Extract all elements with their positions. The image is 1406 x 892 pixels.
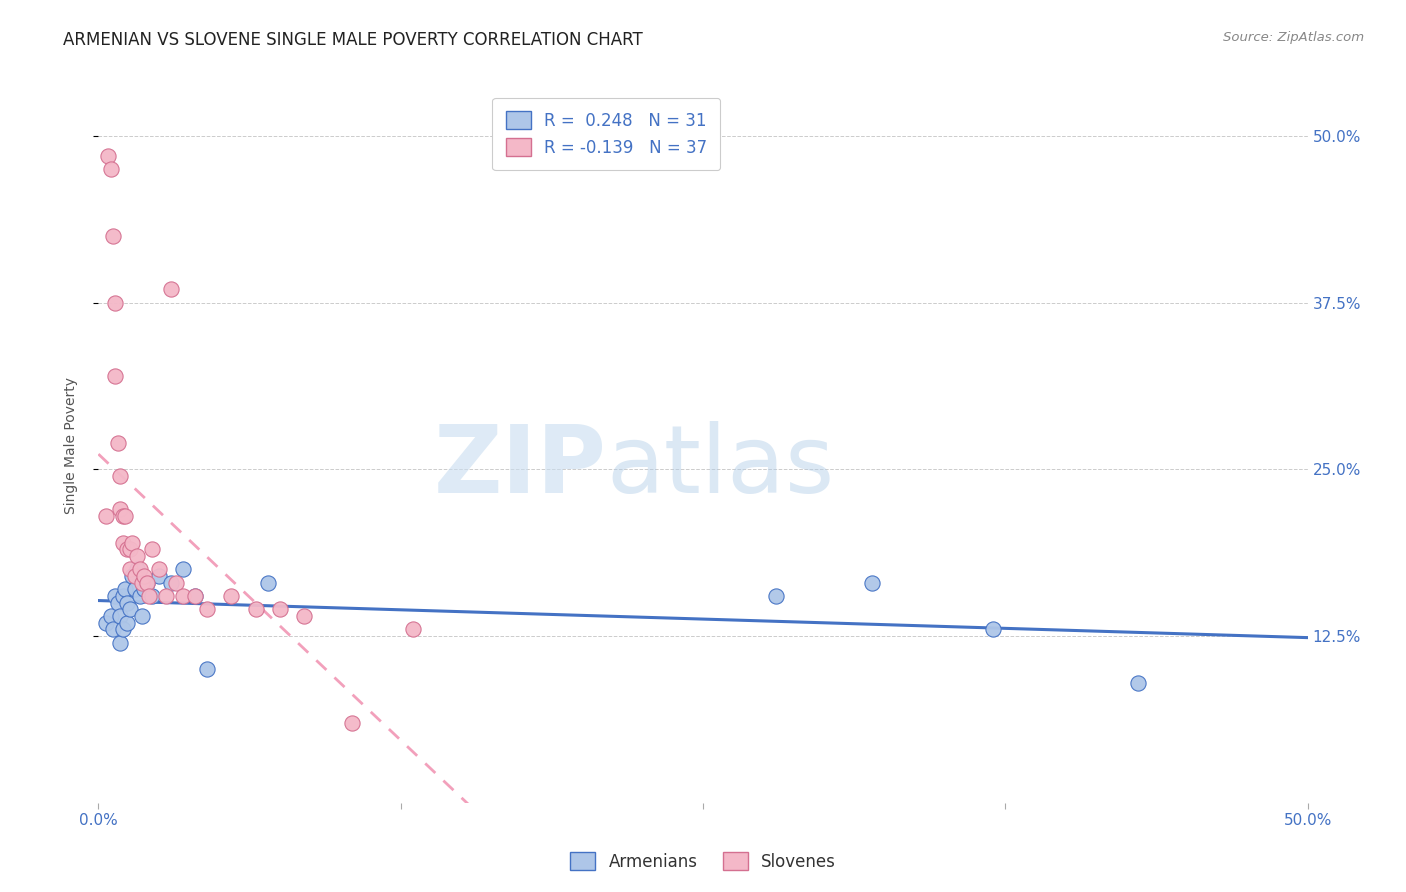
Point	[114, 582, 136, 597]
Point	[128, 589, 150, 603]
Point	[256, 575, 278, 590]
Point	[128, 562, 150, 576]
Point	[135, 575, 157, 590]
Point	[131, 609, 153, 624]
Point	[104, 295, 127, 310]
Point	[107, 596, 129, 610]
Point	[195, 602, 218, 616]
Y-axis label: Single Male Poverty: Single Male Poverty	[63, 377, 77, 515]
Point	[108, 502, 131, 516]
Text: ARMENIAN VS SLOVENE SINGLE MALE POVERTY CORRELATION CHART: ARMENIAN VS SLOVENE SINGLE MALE POVERTY …	[63, 31, 643, 49]
Point	[342, 715, 364, 730]
Point	[127, 562, 149, 576]
Point	[138, 589, 160, 603]
Point	[127, 549, 149, 563]
Point	[124, 569, 146, 583]
Point	[124, 582, 146, 597]
Point	[172, 562, 194, 576]
Point	[118, 542, 141, 557]
Point	[131, 575, 153, 590]
Point	[121, 535, 143, 549]
Point	[94, 615, 117, 630]
Point	[172, 589, 194, 603]
Point	[141, 542, 163, 557]
Point	[107, 435, 129, 450]
Point	[111, 535, 134, 549]
Point	[108, 469, 131, 483]
Point	[111, 509, 134, 524]
Point	[104, 368, 127, 383]
Point	[100, 609, 122, 624]
Point	[1128, 675, 1150, 690]
Point	[160, 575, 183, 590]
Point	[108, 636, 131, 650]
Point	[141, 589, 163, 603]
Point	[765, 589, 787, 603]
Point	[165, 575, 187, 590]
Point	[111, 589, 134, 603]
Point	[108, 609, 131, 624]
Point	[269, 602, 291, 616]
Legend: Armenians, Slovenes: Armenians, Slovenes	[562, 844, 844, 880]
Point	[104, 589, 127, 603]
Text: atlas: atlas	[606, 421, 835, 514]
Point	[94, 509, 117, 524]
Point	[117, 542, 139, 557]
Point	[148, 562, 170, 576]
Point	[101, 623, 124, 637]
Point	[118, 602, 141, 616]
Point	[117, 596, 139, 610]
Legend: R =  0.248   N = 31, R = -0.139   N = 37: R = 0.248 N = 31, R = -0.139 N = 37	[492, 97, 720, 169]
Point	[111, 623, 134, 637]
Point	[134, 569, 156, 583]
Point	[195, 662, 218, 676]
Point	[134, 582, 156, 597]
Point	[292, 609, 315, 624]
Point	[135, 575, 157, 590]
Point	[121, 569, 143, 583]
Point	[155, 589, 177, 603]
Text: Source: ZipAtlas.com: Source: ZipAtlas.com	[1223, 31, 1364, 45]
Point	[160, 282, 183, 296]
Point	[117, 615, 139, 630]
Point	[981, 623, 1004, 637]
Point	[860, 575, 883, 590]
Point	[221, 589, 243, 603]
Point	[245, 602, 267, 616]
Text: ZIP: ZIP	[433, 421, 606, 514]
Point	[97, 149, 120, 163]
Point	[184, 589, 207, 603]
Point	[114, 509, 136, 524]
Point	[118, 562, 141, 576]
Point	[101, 228, 124, 243]
Point	[402, 623, 425, 637]
Point	[100, 162, 122, 177]
Point	[184, 589, 207, 603]
Point	[148, 569, 170, 583]
